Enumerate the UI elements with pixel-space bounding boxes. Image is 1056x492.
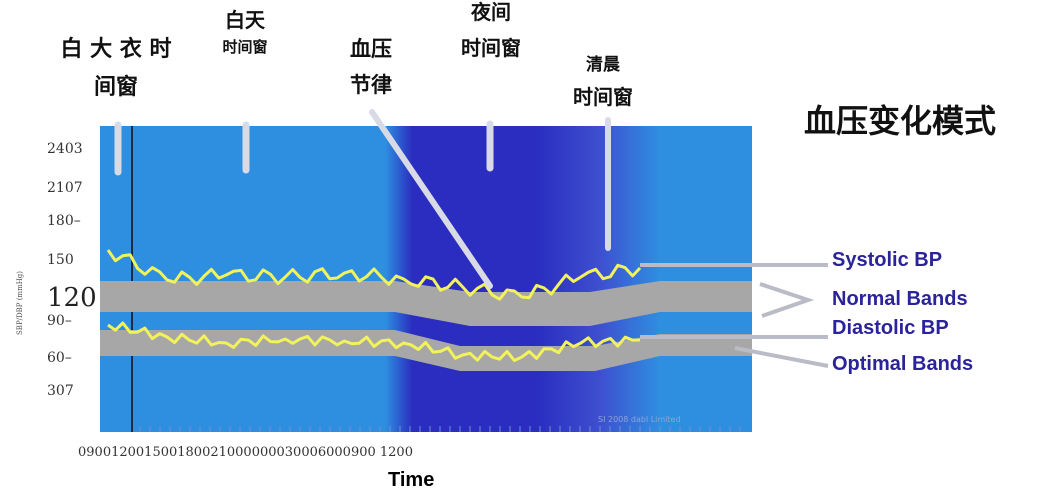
legend-diastolic: Diastolic BP [832,317,949,339]
daytime-window-label: 时间窗 [222,38,267,56]
y-tick-label: 150 [47,252,74,268]
y-tick-label: 180– [47,213,81,229]
plot-background-night [385,126,660,432]
bp-rhythm-label: 血压 [350,37,392,61]
series-layer [106,249,642,362]
y-tick-label: 307 [47,383,74,399]
bp-rhythm-label: 节律 [350,73,392,97]
x-axis-label: Time [388,469,434,491]
legend-systolic: Systolic BP [832,249,942,271]
optimal-bands-leader [734,346,829,368]
legend-optimal-bands: Optimal Bands [832,353,973,375]
chart-title: 血压变化模式 [804,102,996,140]
diastolic-line [107,321,641,362]
y-tick-label: 2403 [47,141,83,157]
optimal-band [100,330,752,371]
white-coat-window-label: 白 大 衣 时 [61,36,172,62]
daytime-window-label: 白天 [225,8,266,32]
credit-text: SI 2008 dabl Limited [598,415,681,424]
y-tick-label: 60– [47,350,72,366]
y-tick-label: 2107 [47,180,83,196]
bands-layer [100,281,752,371]
night-window-label: 时间窗 [461,36,521,60]
bp-rhythm-pointer [369,109,493,289]
legend-leaders [640,263,829,368]
x-tick-labels: 090012001500180021000000030006000900 120… [78,445,413,460]
y-axis-label: SBP/DBP (mmHg) [16,271,24,335]
early-morning-window-label: 时间窗 [573,85,633,109]
normal-band [100,281,752,326]
systolic-line [106,249,642,301]
early-morning-window-label: 清晨 [586,54,621,75]
white-coat-window-label: 间窗 [94,74,138,100]
y-tick-label: 120 [47,283,97,313]
night-window-label: 夜间 [470,0,511,24]
x-axis-tick-marks [139,426,741,432]
legend-normal-bands: Normal Bands [832,288,968,310]
annotation-markers [114,109,611,289]
y-tick-label: 90– [47,313,72,329]
normal-bands-leader [759,282,815,318]
